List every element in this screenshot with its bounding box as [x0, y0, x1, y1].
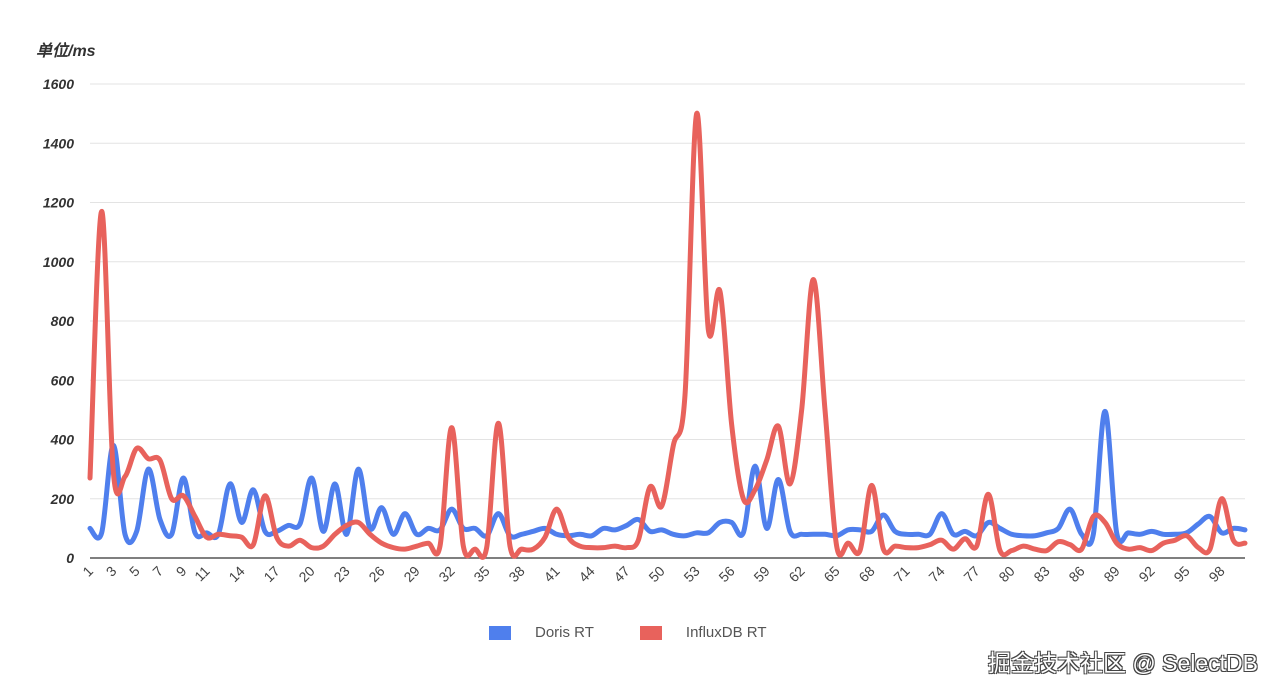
x-tick-label: 44 [575, 563, 597, 585]
x-tick-label: 23 [330, 563, 352, 585]
legend-item-doris[interactable]: Doris RT [489, 624, 594, 641]
x-tick-label: 65 [820, 563, 842, 585]
x-tick-label: 1 [79, 563, 96, 580]
x-tick-label: 83 [1030, 563, 1052, 585]
x-tick-label: 41 [540, 563, 562, 585]
x-tick-label: 14 [225, 563, 247, 585]
x-tick-label: 11 [191, 563, 213, 585]
y-tick-label: 1400 [43, 135, 74, 151]
watermark: 掘金技术社区 @ SelectDB [987, 650, 1258, 676]
y-tick-label: 0 [66, 550, 74, 566]
y-tick-label: 600 [51, 372, 75, 388]
x-tick-label: 89 [1100, 563, 1122, 585]
x-tick-label: 95 [1170, 563, 1192, 585]
x-tick-label: 56 [715, 563, 737, 585]
y-tick-label: 200 [50, 491, 75, 507]
x-tick-label: 68 [855, 563, 877, 585]
x-tick-label: 47 [610, 563, 632, 585]
x-tick-label: 3 [103, 563, 120, 580]
x-tick-label: 71 [890, 563, 912, 585]
y-tick-label: 400 [50, 432, 75, 448]
y-tick-label: 800 [51, 313, 75, 329]
x-tick-label: 17 [260, 563, 282, 585]
x-tick-label: 29 [400, 563, 422, 585]
y-tick-label: 1200 [43, 195, 74, 211]
x-tick-label: 53 [680, 563, 702, 585]
series-line-influxdb-rt [87, 111, 1248, 560]
x-tick-label: 74 [925, 563, 947, 585]
legend: Doris RT InfluxDB RT [489, 624, 813, 641]
x-tick-label: 35 [470, 563, 492, 585]
y-tick-label: 1600 [43, 76, 74, 92]
y-axis-unit-label: 单位/ms [36, 43, 96, 60]
y-tick-label: 1000 [43, 254, 74, 270]
x-tick-label: 5 [126, 563, 143, 580]
legend-swatch-doris [489, 625, 511, 640]
x-tick-label: 92 [1135, 563, 1157, 585]
x-tick-label: 50 [645, 563, 667, 585]
legend-swatch-influxdb [639, 625, 662, 640]
series-line-doris-rt [87, 408, 1248, 547]
x-tick-label: 26 [365, 563, 387, 585]
x-tick-label: 59 [750, 563, 772, 585]
x-tick-label: 7 [149, 563, 166, 580]
x-tick-label: 38 [505, 563, 527, 585]
x-tick-label: 77 [960, 563, 982, 585]
legend-item-influxdb[interactable]: InfluxDB RT [639, 624, 767, 641]
x-tick-label: 98 [1205, 563, 1227, 585]
x-tick-label: 32 [435, 563, 457, 585]
legend-label-doris: Doris RT [535, 624, 594, 641]
x-tick-label: 86 [1065, 563, 1087, 585]
x-tick-label: 62 [785, 563, 807, 585]
x-tick-label: 9 [173, 563, 190, 580]
x-tick-label: 20 [295, 563, 317, 585]
x-tick-label: 80 [995, 563, 1017, 585]
legend-label-influxdb: InfluxDB RT [685, 624, 767, 641]
